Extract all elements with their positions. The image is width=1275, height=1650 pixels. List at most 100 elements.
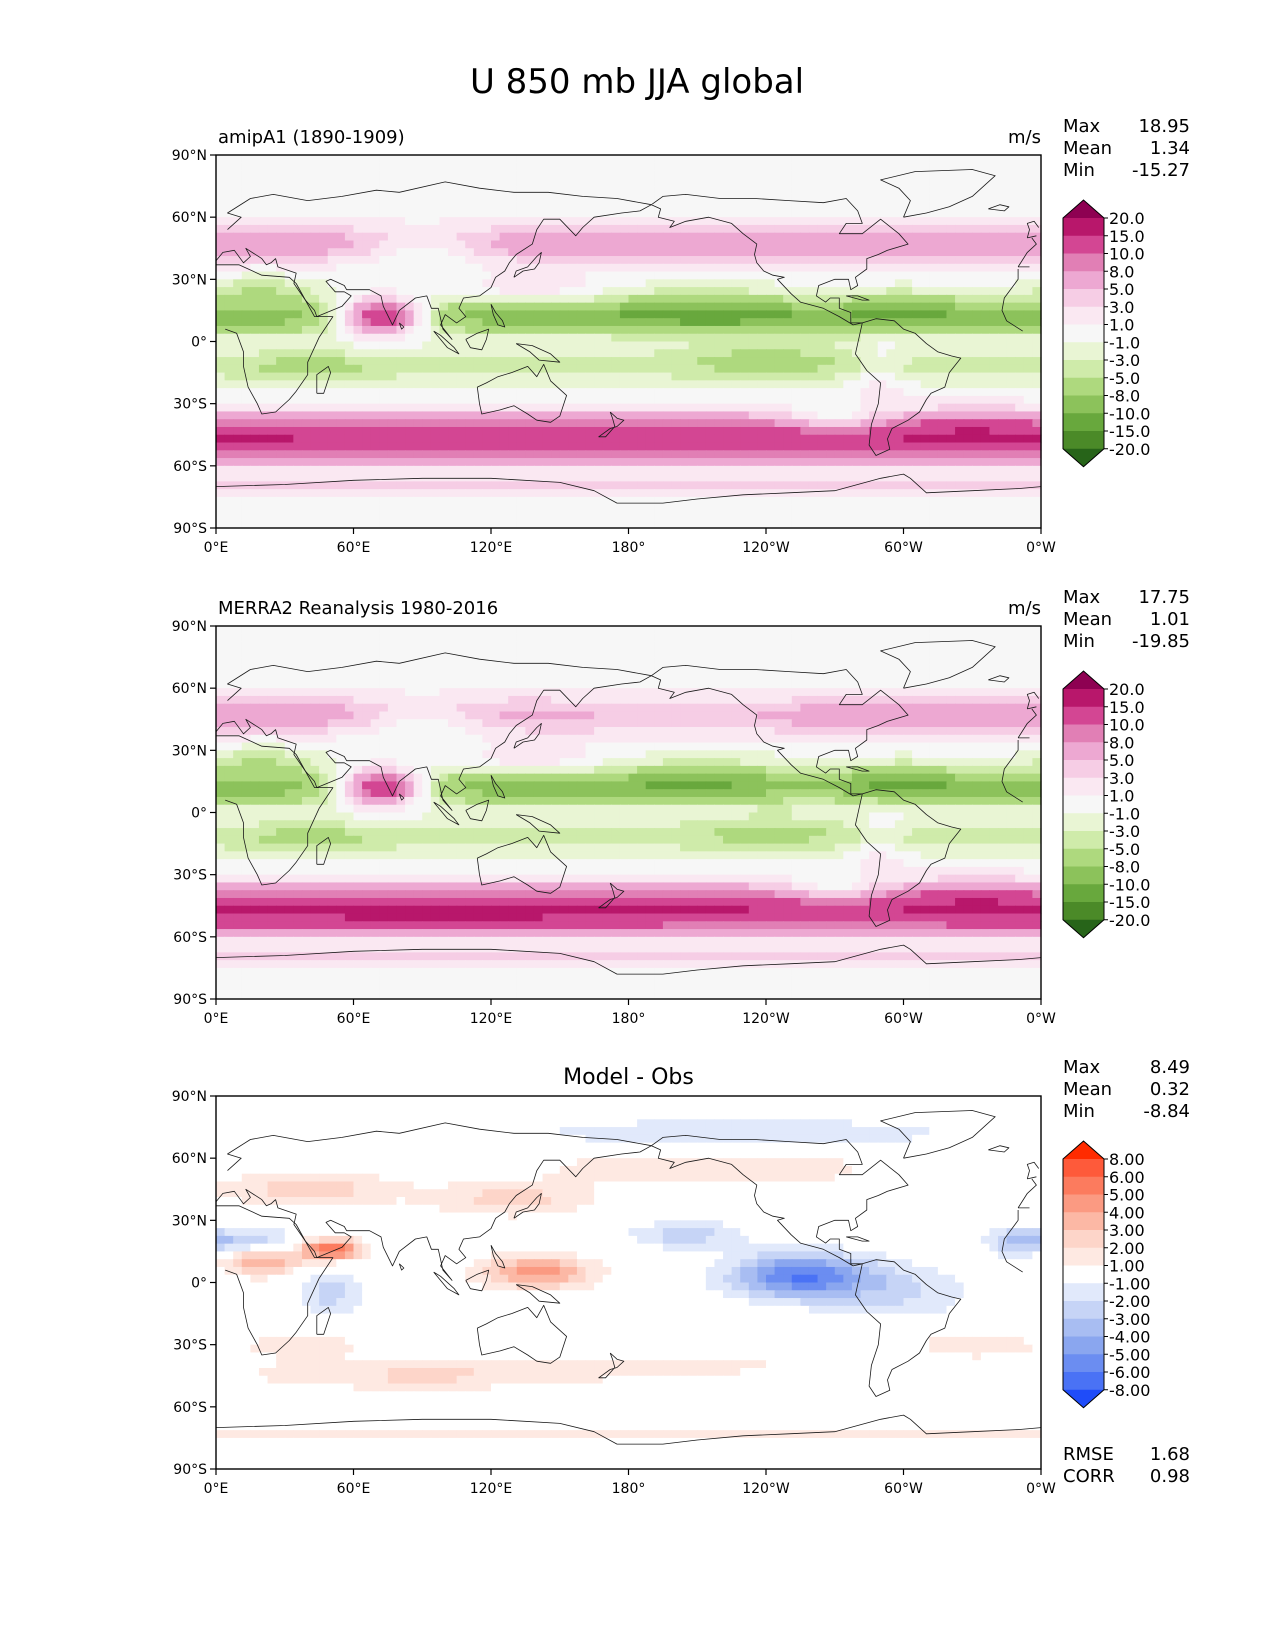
field-cell xyxy=(731,271,741,280)
field-cell xyxy=(912,349,922,358)
field-cell xyxy=(1006,380,1016,389)
field-cell xyxy=(808,193,819,203)
field-cell xyxy=(430,434,441,444)
field-cell xyxy=(886,380,896,389)
field-cell xyxy=(473,489,483,498)
field-cell xyxy=(774,388,784,397)
field-cell xyxy=(903,641,913,650)
field-cell xyxy=(413,496,423,506)
field-cell xyxy=(662,224,673,234)
field-cell xyxy=(671,240,681,249)
field-cell xyxy=(456,287,466,296)
field-cell xyxy=(851,155,862,164)
field-cell xyxy=(353,302,363,312)
field-cell xyxy=(508,633,518,643)
field-cell xyxy=(619,489,630,498)
field-cell xyxy=(267,403,277,413)
field-cell xyxy=(740,450,750,459)
field-cell xyxy=(680,224,690,234)
field-cell xyxy=(791,271,801,280)
field-cell xyxy=(508,279,518,288)
field-cell xyxy=(439,186,449,195)
field-cell xyxy=(1006,186,1016,195)
field-cell xyxy=(448,162,458,172)
field-cell xyxy=(533,633,544,643)
field-cell xyxy=(817,403,827,413)
field-cell xyxy=(671,193,681,203)
field-cell xyxy=(680,372,690,381)
field-cell xyxy=(955,380,965,389)
field-cell xyxy=(362,388,372,397)
field-cell xyxy=(344,224,355,234)
field-cell xyxy=(310,162,320,172)
field-cell xyxy=(637,481,647,490)
field-cell xyxy=(499,496,509,506)
field-cell xyxy=(276,333,286,343)
field-cell xyxy=(731,364,741,374)
field-cell xyxy=(284,287,294,296)
field-cell xyxy=(800,302,810,312)
field-cell xyxy=(894,481,905,490)
field-cell xyxy=(834,380,844,389)
field-cell xyxy=(817,170,827,179)
field-cell xyxy=(748,209,758,218)
field-cell xyxy=(413,633,423,643)
field-cell xyxy=(946,520,956,529)
field-cell xyxy=(250,496,260,506)
field-cell xyxy=(843,170,853,179)
field-cell xyxy=(817,496,827,506)
field-cell xyxy=(1032,248,1042,257)
field-cell xyxy=(723,633,733,643)
field-cell xyxy=(843,395,853,405)
field-cell xyxy=(224,473,234,482)
field-cell xyxy=(637,364,647,374)
field-cell xyxy=(344,504,355,514)
field-cell xyxy=(533,318,544,327)
field-cell xyxy=(456,504,466,514)
field-cell xyxy=(808,473,819,482)
field-cell xyxy=(585,186,595,195)
field-cell xyxy=(680,434,690,444)
field-cell xyxy=(533,217,544,226)
field-cell xyxy=(362,201,372,210)
field-cell xyxy=(886,279,896,288)
field-cell xyxy=(293,310,303,319)
field-cell xyxy=(439,403,449,413)
field-cell xyxy=(353,520,363,529)
field-cell xyxy=(413,419,423,428)
field-cell xyxy=(705,372,716,381)
field-cell xyxy=(869,489,879,498)
field-cell xyxy=(310,520,320,529)
field-cell xyxy=(491,442,501,451)
field-cell xyxy=(310,364,320,374)
field-cell xyxy=(284,193,294,203)
field-cell xyxy=(748,388,758,397)
field-cell xyxy=(482,473,492,482)
field-cell xyxy=(551,481,561,490)
field-cell xyxy=(619,442,630,451)
field-cell xyxy=(654,450,664,459)
field-cell xyxy=(731,450,741,459)
field-cell xyxy=(250,364,260,374)
field-cell xyxy=(1015,263,1025,273)
field-cell xyxy=(903,395,913,405)
field-cell xyxy=(422,458,432,467)
field-cell xyxy=(499,333,509,343)
field-cell xyxy=(740,633,750,643)
field-cell xyxy=(224,380,234,389)
field-cell xyxy=(387,178,398,187)
field-cell xyxy=(250,489,260,498)
field-cell xyxy=(680,426,690,436)
field-cell xyxy=(353,287,363,296)
field-cell xyxy=(576,504,587,514)
lat-tick-label: 90°N xyxy=(172,148,207,164)
field-cell xyxy=(602,256,612,265)
field-cell xyxy=(989,294,999,304)
field-cell xyxy=(1006,357,1016,366)
field-cell xyxy=(800,395,810,405)
field-cell xyxy=(972,364,982,374)
field-cell xyxy=(284,155,294,164)
field-cell xyxy=(430,372,441,381)
field-cell xyxy=(525,217,535,226)
field-cell xyxy=(525,256,535,265)
